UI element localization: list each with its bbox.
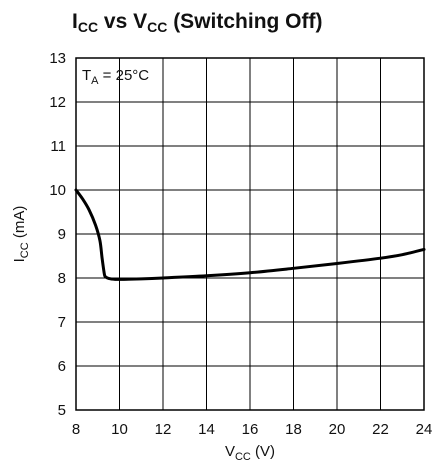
x-tick-label: 8	[72, 421, 80, 438]
title-part-vs: vs V	[98, 10, 147, 33]
x-tick-labels: 8 10 12 14 16 18 20 22 24	[72, 421, 433, 438]
chart-title: ICC vs VCC (Switching Off)	[72, 10, 323, 35]
x-axis-label: VCC (V)	[225, 443, 275, 463]
annotation-sub: A	[91, 75, 99, 87]
x-tick-label: 20	[329, 421, 346, 438]
y-tick-label: 5	[58, 402, 66, 419]
x-tick-label: 24	[416, 421, 433, 438]
x-label-base: V	[225, 443, 235, 460]
annotation-text: = 25°C	[99, 67, 150, 84]
icc-curve	[74, 188, 426, 281]
x-label-sub: CC	[235, 451, 251, 463]
title-part-v-sub: CC	[147, 19, 167, 35]
grid	[76, 58, 424, 410]
title-part-i-sub: CC	[78, 19, 98, 35]
y-tick-label: 12	[49, 94, 66, 111]
x-label-unit: (V)	[251, 443, 275, 460]
x-tick-label: 10	[111, 421, 128, 438]
y-label-unit: (mA)	[11, 206, 28, 243]
y-tick-label: 7	[58, 314, 66, 331]
title-part-suffix: (Switching Off)	[167, 10, 322, 33]
y-tick-label: 13	[49, 50, 66, 67]
x-tick-label: 22	[372, 421, 389, 438]
y-label-base: I	[11, 258, 28, 262]
y-tick-label: 11	[50, 138, 66, 155]
plot-frame	[75, 57, 425, 411]
y-tick-label: 6	[58, 358, 66, 375]
y-tick-label: 9	[58, 226, 66, 243]
y-tick-label: 10	[49, 182, 66, 199]
x-tick-label: 12	[155, 421, 172, 438]
y-tick-label: 8	[58, 270, 66, 287]
x-tick-label: 14	[198, 421, 215, 438]
title-part-i: I	[72, 10, 78, 33]
y-label-sub: CC	[19, 242, 31, 258]
temperature-annotation: TA = 25°C	[82, 67, 149, 87]
x-tick-label: 18	[285, 421, 302, 438]
annotation-base: T	[82, 67, 91, 84]
y-tick-labels: 5 6 7 8 9 10 11 12 13	[49, 50, 66, 419]
y-axis-label: ICC (mA)	[11, 206, 31, 263]
x-tick-label: 16	[242, 421, 259, 438]
